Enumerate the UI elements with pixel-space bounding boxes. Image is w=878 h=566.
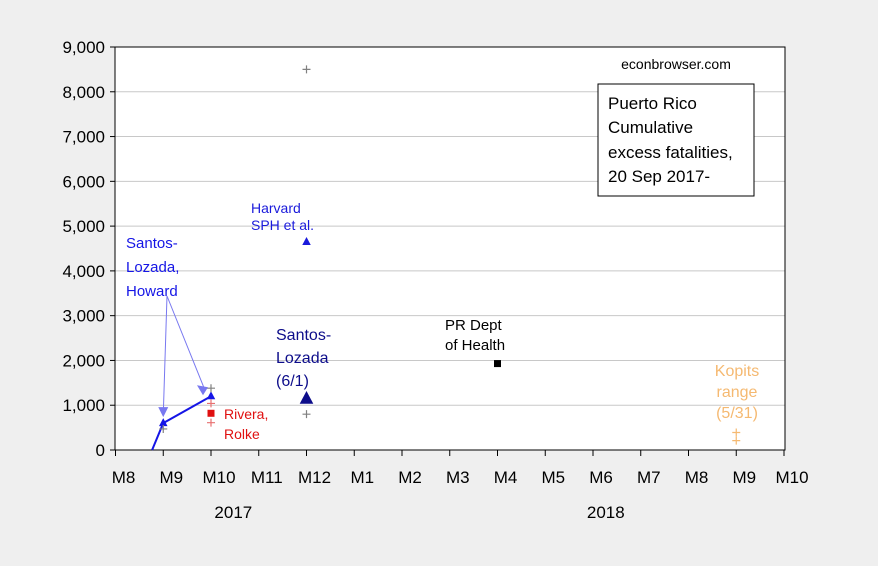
annotation-arrow xyxy=(162,295,168,416)
annotation-arrowhead xyxy=(158,407,169,418)
annotation-arrow xyxy=(166,295,206,391)
x-tick-label: M1 xyxy=(350,468,374,487)
y-tick-label: 6,000 xyxy=(62,172,105,191)
series-label-rivera-rolke: Rivera, xyxy=(224,406,268,422)
legend-box-frame xyxy=(597,83,755,197)
legend-box: Puerto Rico Cumulative excess fatalities… xyxy=(597,83,755,197)
y-tick-label: 3,000 xyxy=(62,307,105,326)
annotation-arrowhead xyxy=(197,385,208,396)
series-label-santos-lozada-june: Lozada xyxy=(276,350,329,367)
watermark-text: econbrowser.com xyxy=(621,56,731,72)
y-tick-label: 2,000 xyxy=(62,351,105,370)
legend-line: excess fatalities, xyxy=(608,143,733,162)
series-label-rivera-rolke: Rolke xyxy=(224,426,260,442)
year-label: 2018 xyxy=(587,503,625,522)
data-marks xyxy=(151,65,741,451)
y-tick-label: 8,000 xyxy=(62,83,105,102)
x-tick-label: M5 xyxy=(541,468,565,487)
series-label-santos-howard: Howard xyxy=(126,283,178,300)
legend-line: 20 Sep 2017- xyxy=(608,167,710,186)
axes: 0 1,000 2,000 3,000 4,000 5,000 6,000 7,000 8,00… xyxy=(62,38,808,522)
x-tick-label: M9 xyxy=(732,468,756,487)
x-tick-label: M7 xyxy=(637,468,661,487)
series-label-santos-lozada-june: Santos- xyxy=(276,327,331,344)
legend-line: Puerto Rico xyxy=(608,94,697,113)
x-tick-label: M12 xyxy=(298,468,331,487)
y-tick-label: 0 xyxy=(96,441,105,460)
series-label-harvard: Harvard xyxy=(251,200,301,216)
estimate-plus-marker xyxy=(159,424,168,433)
series-label-santos-lozada-june: (6/1) xyxy=(276,373,309,390)
legend-line: Cumulative xyxy=(608,118,693,137)
pr-health-point xyxy=(494,360,501,368)
x-tick-label: M8 xyxy=(112,468,136,487)
x-tick-label: M6 xyxy=(589,468,613,487)
series-label-pr-health: of Health xyxy=(445,337,505,354)
x-tick-label: M11 xyxy=(251,468,283,487)
rivera-rolke-range-marker xyxy=(207,399,215,408)
kopits-range-marker xyxy=(732,428,741,437)
x-tick-label: M3 xyxy=(446,468,470,487)
santos-howard-point xyxy=(206,391,216,400)
harvard-range-marker xyxy=(302,65,311,74)
series-label-kopits: range xyxy=(717,384,758,401)
y-tick-label: 9,000 xyxy=(62,38,105,57)
y-tick-label: 1,000 xyxy=(62,396,105,415)
santos-howard-point xyxy=(159,418,168,427)
x-tick-label: M10 xyxy=(775,468,808,487)
y-tick-label: 5,000 xyxy=(62,217,105,236)
x-tick-label: M10 xyxy=(202,468,235,487)
santos-lozada-june-point xyxy=(299,390,314,404)
harvard-range-marker xyxy=(302,410,311,419)
series-label-kopits: Kopits xyxy=(715,363,759,380)
kopits-range-marker xyxy=(732,436,741,445)
harvard-point xyxy=(302,237,311,246)
x-tick-label: M9 xyxy=(159,468,183,487)
x-tick-label: M4 xyxy=(494,468,518,487)
y-tick-label: 7,000 xyxy=(62,128,105,147)
x-tick-label: M8 xyxy=(685,468,709,487)
estimate-plus-marker xyxy=(207,384,215,393)
y-tick-label: 4,000 xyxy=(62,262,105,281)
x-tick-label: M2 xyxy=(398,468,422,487)
rivera-rolke-point xyxy=(207,409,215,417)
series-label-santos-howard: Lozada, xyxy=(126,259,179,276)
rivera-rolke-range-marker xyxy=(207,418,215,427)
series-label-santos-howard: Santos- xyxy=(126,235,178,252)
year-label: 2017 xyxy=(214,503,252,522)
series-label-pr-health: PR Dept xyxy=(445,317,503,334)
series-label-kopits: (5/31) xyxy=(716,405,758,422)
series-label-harvard: SPH et al. xyxy=(251,217,314,233)
